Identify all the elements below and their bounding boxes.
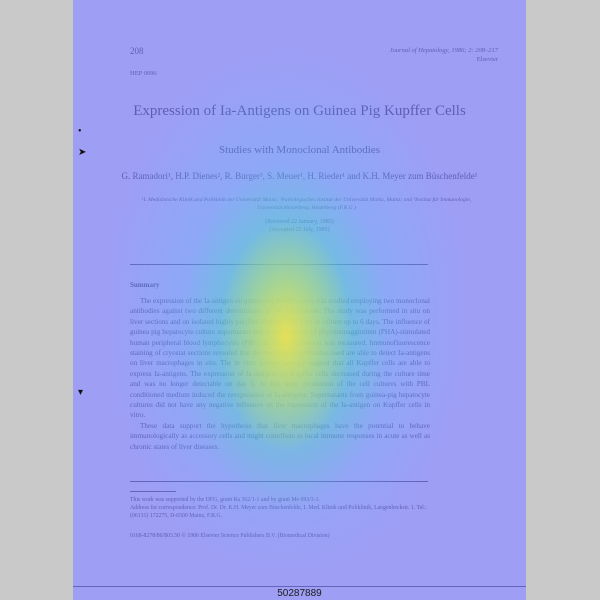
footnote-divider — [130, 491, 176, 492]
journal-citation: Journal of Hepatology, 1986; 2: 208–217 … — [390, 46, 498, 64]
margin-dot: • — [78, 126, 82, 137]
accepted-date: (Accepted 25 July, 1985) — [269, 227, 330, 233]
title-divider — [130, 264, 428, 265]
summary-heading: Summary — [130, 281, 160, 289]
issn-line: 0168-8278/86/$03.50 © 1986 Elsevier Scie… — [130, 533, 330, 539]
margin-arrow-icon: ➤ — [78, 147, 87, 158]
article-subtitle: Studies with Monoclonal Antibodies — [218, 144, 381, 156]
correspondence-note: Address for correspondence: Prof. Dr. Dr… — [130, 504, 427, 519]
margin-tick-icon: ▾ — [78, 387, 84, 398]
funding-note: This work was supported by the DFG, gran… — [130, 497, 320, 503]
received-date: (Received 22 January, 1985) — [265, 219, 334, 225]
affiliations: ¹I. Medizinische Klinik und Poliklinik d… — [141, 197, 472, 211]
paper-page: 208 Journal of Hepatology, 1986; 2: 208–… — [73, 0, 526, 600]
journal-name: Journal of Hepatology, 1986; 2: 208–217 — [389, 47, 498, 54]
document-id: 50287889 — [277, 588, 322, 599]
summary-text: The expression of the Ia-antigen on guin… — [130, 296, 430, 452]
footnotes: This work was supported by the DFG, gran… — [130, 497, 440, 520]
dates: (Received 22 January, 1985) (Accepted 25… — [73, 218, 526, 234]
bottom-rule — [73, 586, 526, 587]
summary-divider — [130, 481, 428, 482]
publisher: Elsevier — [476, 56, 498, 63]
page-number: 208 — [130, 46, 144, 56]
article-title: Expression of Ia-Antigens on Guinea Pig … — [133, 103, 466, 119]
article-code: HEP 0096 — [130, 70, 157, 77]
author-list: G. Ramadori¹, H.P. Dienes², R. Burger³, … — [121, 171, 478, 181]
summary-paragraph: The expression of the Ia-antigen on guin… — [130, 297, 430, 420]
summary-paragraph: These data support the hypothesis that l… — [130, 421, 430, 451]
